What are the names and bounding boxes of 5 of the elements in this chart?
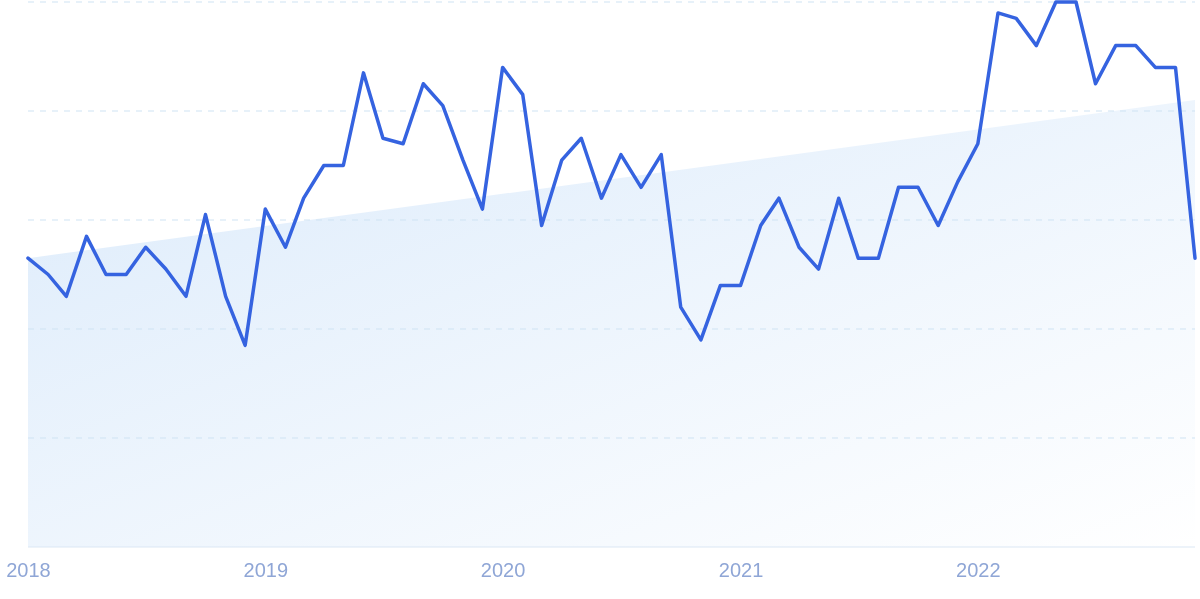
- x-tick-label: 2021: [718, 559, 764, 582]
- x-tick-label: 2019: [243, 559, 289, 582]
- x-tick-label: 2022: [956, 559, 1001, 582]
- x-tick-label: 2018: [6, 559, 51, 582]
- x-tick-label: 2020: [480, 559, 526, 582]
